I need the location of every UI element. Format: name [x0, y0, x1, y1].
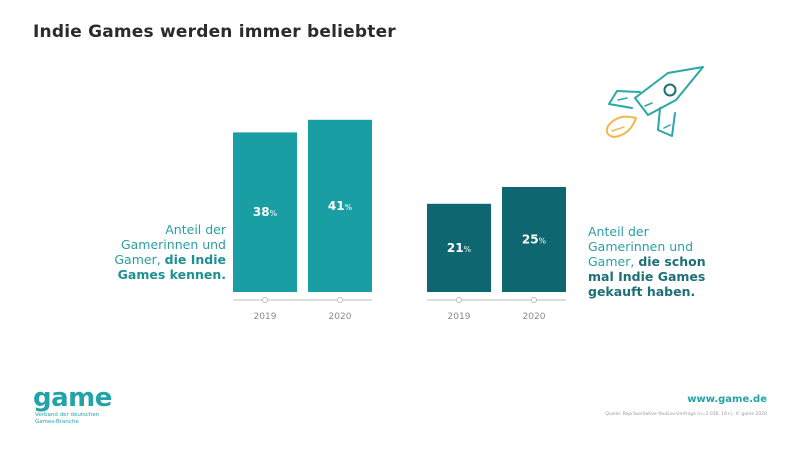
bar-value-label: 41% — [328, 199, 353, 213]
bar-value-label: 38% — [253, 205, 278, 219]
x-tick-label: 2020 — [329, 312, 352, 322]
x-tick-label: 2020 — [523, 312, 546, 322]
x-tick-marker — [262, 297, 268, 303]
logo-subtitle: Verband der deutschen Games-Branche — [35, 412, 99, 426]
bar-2020 — [502, 187, 566, 292]
bar-2019 — [233, 132, 297, 292]
game-logo: game — [33, 383, 112, 413]
logo-subtitle-line-2: Games-Branche — [35, 419, 79, 425]
description-right-plain: Anteil der Gamerinnen und Gamer, — [588, 224, 694, 269]
rocket-icon — [605, 66, 704, 138]
description-left-plain: Anteil der Gamerinnen und Gamer, — [114, 222, 226, 267]
x-tick-label: 2019 — [448, 312, 471, 322]
x-tick-marker — [337, 297, 343, 303]
description-left-bold: die Indie Games kennen. — [117, 252, 226, 282]
description-right: Anteil der Gamerinnen und Gamer, die sch… — [588, 224, 728, 299]
x-tick-marker — [531, 297, 537, 303]
description-right-bold: die schon mal Indie Games gekauft haben. — [588, 254, 706, 299]
website-link[interactable]: www.game.de — [687, 394, 767, 405]
chart-title: Indie Games werden immer beliebter — [33, 22, 396, 42]
x-tick-marker — [456, 297, 462, 303]
x-tick-label: 2019 — [254, 312, 277, 322]
logo-subtitle-line-1: Verband der deutschen — [35, 412, 100, 418]
bar-2019 — [427, 203, 491, 292]
description-left: Anteil der Gamerinnen und Gamer, die Ind… — [110, 222, 226, 282]
bar-2020 — [308, 119, 372, 292]
bar-value-label: 21% — [447, 241, 472, 255]
source-note: Quelle: Repräsentative YouGov-Umfrage (n… — [605, 412, 767, 417]
bar-value-label: 25% — [522, 233, 547, 247]
